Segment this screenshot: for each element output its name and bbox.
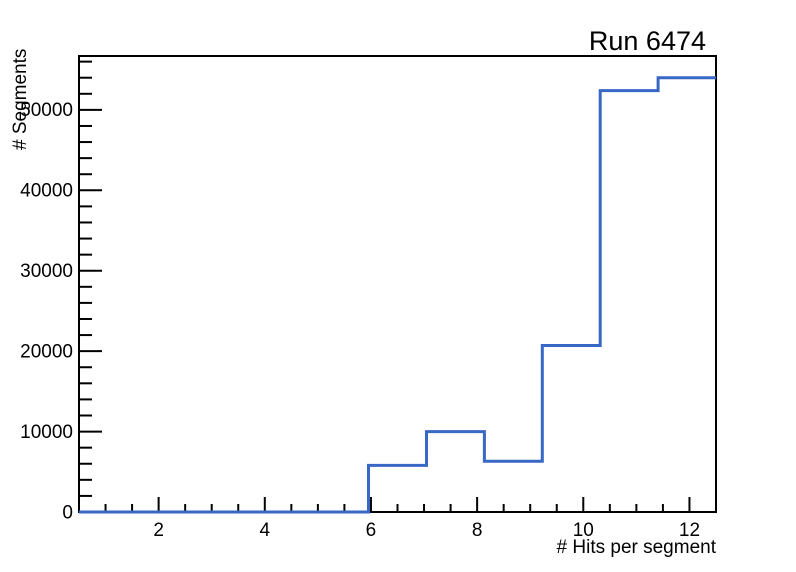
svg-text:30000: 30000	[20, 261, 73, 282]
histogram-line	[79, 76, 716, 514]
svg-text:2: 2	[153, 520, 164, 541]
x-axis-title: # Hits per segment	[556, 537, 716, 558]
svg-text:8: 8	[472, 520, 483, 541]
svg-text:4: 4	[260, 520, 271, 541]
axis-ticks	[80, 60, 691, 513]
svg-text:0: 0	[62, 502, 73, 523]
plot-title: Run 6474	[588, 26, 706, 56]
plot-frame	[78, 55, 717, 513]
svg-text:50000: 50000	[20, 100, 73, 121]
axis-tick-labels: 0 10000 20000 30000 40000 50000 2 4 6 8 10 12	[20, 100, 700, 541]
svg-text:12: 12	[679, 520, 700, 541]
svg-text:10000: 10000	[20, 422, 73, 443]
svg-text:6: 6	[366, 520, 377, 541]
y-axis-title: # Segments	[10, 48, 31, 150]
svg-text:40000: 40000	[20, 181, 73, 202]
svg-text:20000: 20000	[20, 341, 73, 362]
svg-text:10: 10	[573, 520, 594, 541]
